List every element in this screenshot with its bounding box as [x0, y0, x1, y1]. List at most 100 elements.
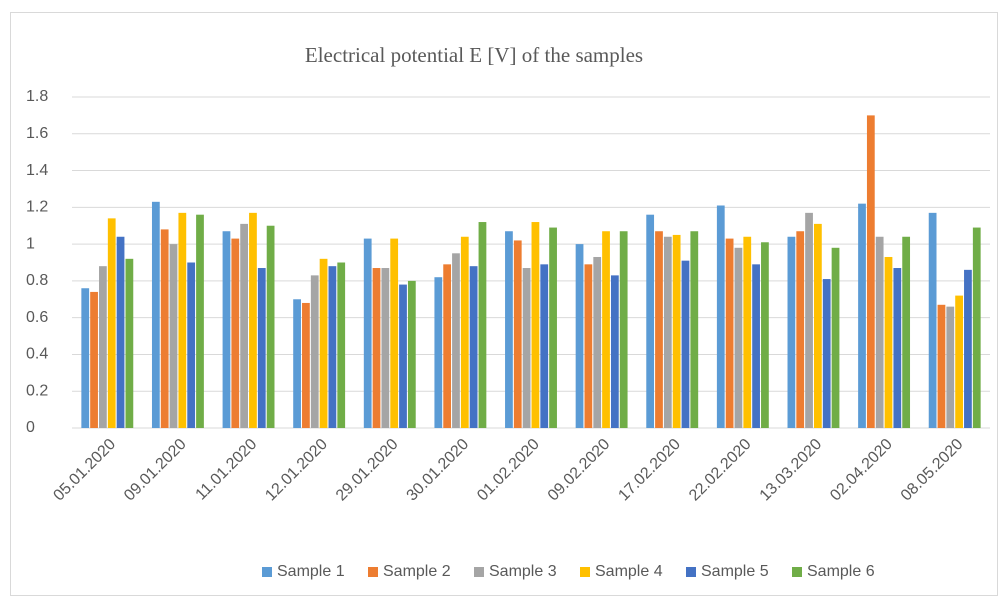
- bar: [761, 242, 769, 428]
- bar: [663, 236, 672, 428]
- bar: [955, 295, 963, 428]
- bar: [399, 284, 407, 428]
- bar: [672, 234, 681, 428]
- legend-swatch: [368, 567, 378, 577]
- bar: [257, 268, 266, 428]
- legend-swatch: [580, 567, 590, 577]
- bar: [125, 258, 134, 428]
- bar: [884, 256, 893, 428]
- bar: [928, 212, 937, 428]
- bar: [584, 264, 593, 428]
- bar: [813, 223, 822, 428]
- bar: [822, 279, 831, 428]
- bar: [337, 262, 346, 428]
- bar: [946, 306, 955, 428]
- bar: [602, 231, 610, 428]
- bar: [151, 201, 160, 428]
- bar: [522, 268, 531, 428]
- bar: [372, 268, 381, 428]
- y-tick-label: 0.6: [26, 309, 48, 326]
- bar: [831, 247, 840, 428]
- bar: [540, 264, 549, 428]
- bar: [99, 266, 107, 428]
- bar: [972, 227, 981, 428]
- bar: [752, 264, 760, 428]
- bar: [787, 236, 796, 428]
- legend-label: Sample 1: [277, 563, 345, 580]
- bar: [469, 266, 478, 428]
- bar: [187, 262, 196, 428]
- bar: [363, 238, 372, 428]
- legend-label: Sample 6: [807, 563, 875, 580]
- bar: [690, 231, 699, 428]
- bar: [319, 258, 328, 428]
- bar: [531, 222, 540, 428]
- bar: [743, 236, 752, 428]
- bar: [249, 212, 257, 428]
- y-tick-label: 1.2: [26, 199, 48, 216]
- bar: [716, 205, 725, 428]
- bar: [266, 225, 275, 428]
- y-tick-label: 0.8: [26, 272, 48, 289]
- bar: [434, 277, 443, 428]
- y-tick-label: 1: [26, 235, 35, 252]
- bar: [310, 275, 319, 428]
- legend-label: Sample 2: [383, 563, 451, 580]
- bar: [160, 229, 169, 428]
- bar: [681, 260, 690, 428]
- bar: [390, 238, 399, 428]
- bar: [407, 280, 416, 428]
- bar: [240, 223, 249, 428]
- bar: [302, 302, 310, 428]
- bar: [875, 236, 884, 428]
- bar: [81, 288, 90, 428]
- bar: [443, 264, 452, 428]
- legend-label: Sample 3: [489, 563, 557, 580]
- bar: [222, 231, 231, 428]
- bar: [90, 291, 98, 428]
- bar: [116, 236, 125, 428]
- y-tick-label: 1.6: [26, 125, 48, 142]
- bar: [575, 244, 584, 428]
- bar: [805, 212, 813, 428]
- bar: [478, 222, 487, 428]
- y-tick-label: 0.2: [26, 382, 48, 399]
- bar: [328, 266, 337, 428]
- bar: [858, 203, 866, 428]
- bar: [646, 214, 655, 428]
- bar: [610, 275, 619, 428]
- bar: [549, 227, 557, 428]
- bar: [231, 238, 240, 428]
- legend-swatch: [792, 567, 802, 577]
- bar: [107, 218, 116, 428]
- bar: [866, 115, 875, 428]
- bar: [655, 231, 663, 428]
- bar: [619, 231, 628, 428]
- legend-label: Sample 4: [595, 563, 663, 580]
- y-tick-label: 1.4: [26, 162, 48, 179]
- bar: [902, 236, 911, 428]
- legend-label: Sample 5: [701, 563, 769, 580]
- bar: [460, 236, 469, 428]
- y-tick-label: 0: [26, 419, 35, 436]
- chart-title: Electrical potential E [V] of the sample…: [305, 43, 643, 67]
- bar: [196, 214, 204, 428]
- y-tick-label: 1.8: [26, 88, 48, 105]
- y-tick-label: 0.4: [26, 346, 48, 363]
- legend-swatch: [474, 567, 484, 577]
- bar: [734, 247, 743, 428]
- bar: [725, 238, 734, 428]
- bar: [293, 299, 301, 428]
- bar: [964, 269, 972, 428]
- bar: [796, 231, 805, 428]
- bar: [593, 256, 602, 428]
- bar: [452, 253, 460, 428]
- bar: [505, 231, 513, 428]
- bar: [381, 268, 390, 428]
- bar: [178, 212, 187, 428]
- legend-swatch: [262, 567, 272, 577]
- bar: [937, 304, 946, 428]
- bar: [893, 268, 902, 428]
- bar: [513, 240, 522, 428]
